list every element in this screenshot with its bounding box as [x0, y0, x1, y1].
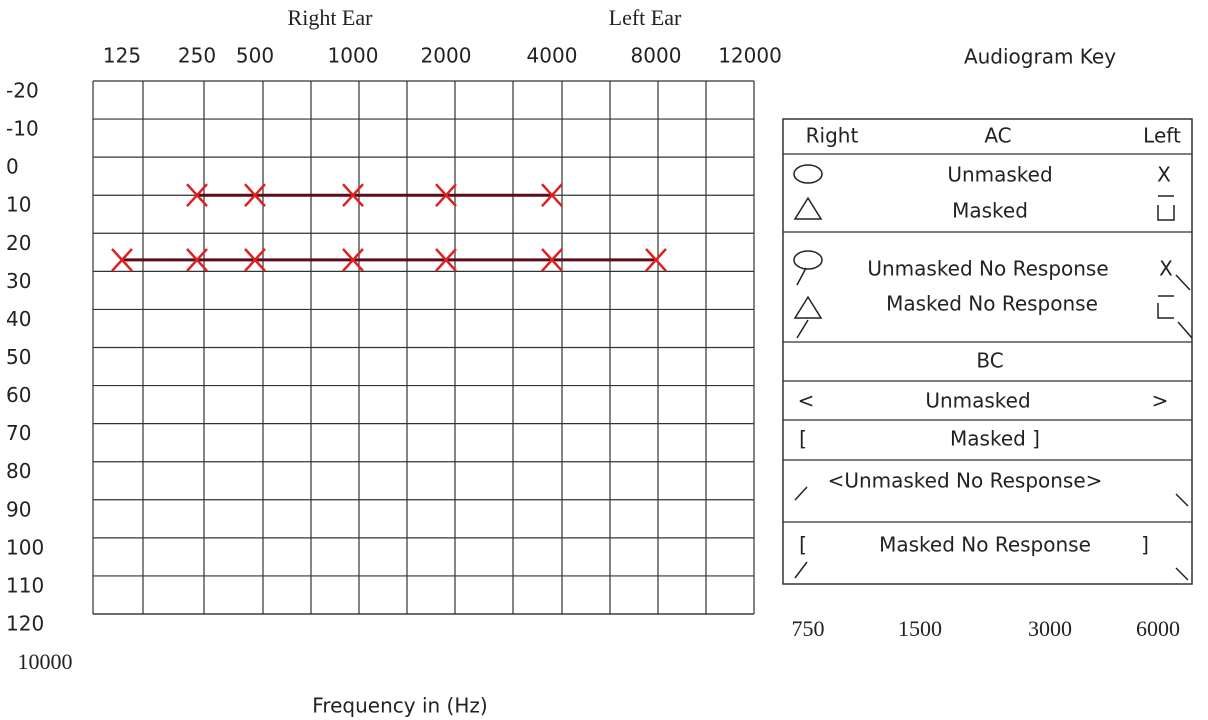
key-text: ] — [1141, 533, 1149, 557]
key-text: [ — [799, 533, 807, 557]
key-text: BC — [976, 349, 1003, 373]
key-text: Unmasked — [947, 163, 1052, 187]
x-extra-label: 750 — [792, 616, 825, 641]
x-extra-label: 6000 — [1136, 616, 1180, 641]
y-tick-label: -20 — [6, 79, 39, 103]
y-tick-label: 30 — [6, 269, 31, 293]
x-extra-label: 3000 — [1028, 616, 1072, 641]
data-point — [342, 248, 364, 272]
data-point — [645, 248, 667, 272]
key-text: Unmasked No Response — [867, 257, 1108, 281]
left-ear-title: Left Ear — [609, 5, 682, 30]
data-point — [186, 248, 208, 272]
data-point — [435, 183, 457, 208]
x-tick-label: 250 — [178, 44, 216, 68]
key-text: Masked No Response — [879, 533, 1091, 557]
data-point — [244, 183, 266, 208]
key-header: Left — [1143, 124, 1181, 148]
y-tick-label: 60 — [6, 383, 31, 407]
right-ear-title: Right Ear — [288, 5, 374, 30]
x-tick-label: 8000 — [631, 44, 682, 68]
x-tick-label: 1000 — [328, 44, 379, 68]
key-table: Right AC Left Unmasked X Masked Unmasked… — [782, 118, 1193, 585]
y-tick-label: 80 — [6, 459, 31, 483]
data-point — [244, 248, 266, 272]
key-text: < — [798, 389, 815, 413]
y-tick-label: 40 — [6, 307, 31, 331]
y-tick-label: 0 — [6, 155, 19, 179]
key-text: [ — [799, 427, 807, 451]
key-text: Unmasked — [925, 389, 1030, 413]
y-tick-label: 100 — [6, 535, 44, 559]
key-text: > — [1152, 389, 1169, 413]
data-point — [342, 183, 364, 208]
y-tick-label: 90 — [6, 497, 31, 521]
x-extra-label: 10000 — [18, 649, 73, 674]
y-tick-label: 120 — [6, 612, 44, 636]
x-tick-label: 125 — [103, 44, 141, 68]
x-extra-label: 1500 — [898, 616, 942, 641]
y-tick-label: 110 — [6, 573, 44, 597]
key-header: Right — [806, 124, 859, 148]
key-text: X — [1159, 257, 1173, 281]
key-title: Audiogram Key — [964, 45, 1116, 69]
x-tick-label: 2000 — [421, 44, 472, 68]
data-point — [541, 183, 563, 208]
key-text: Masked ] — [950, 427, 1040, 451]
key-text: Masked — [952, 199, 1028, 223]
x-tick-label: 500 — [236, 44, 274, 68]
x-axis-label: Frequency in (Hz) — [312, 694, 487, 718]
y-tick-label: 50 — [6, 345, 31, 369]
y-tick-label: -10 — [6, 117, 39, 141]
y-tick-label: 70 — [6, 421, 31, 445]
key-text: X — [1157, 163, 1171, 187]
key-text: <Unmasked No Response> — [828, 469, 1103, 493]
y-tick-label: 10 — [6, 193, 31, 217]
key-header: AC — [984, 124, 1011, 148]
x-tick-label: 12000 — [718, 44, 782, 68]
key-text: Masked No Response — [886, 292, 1098, 316]
data-point — [435, 248, 457, 272]
x-tick-label: 4000 — [527, 44, 578, 68]
data-point — [111, 248, 133, 272]
data-point — [541, 248, 563, 272]
data-point — [186, 183, 208, 208]
y-tick-label: 20 — [6, 231, 31, 255]
